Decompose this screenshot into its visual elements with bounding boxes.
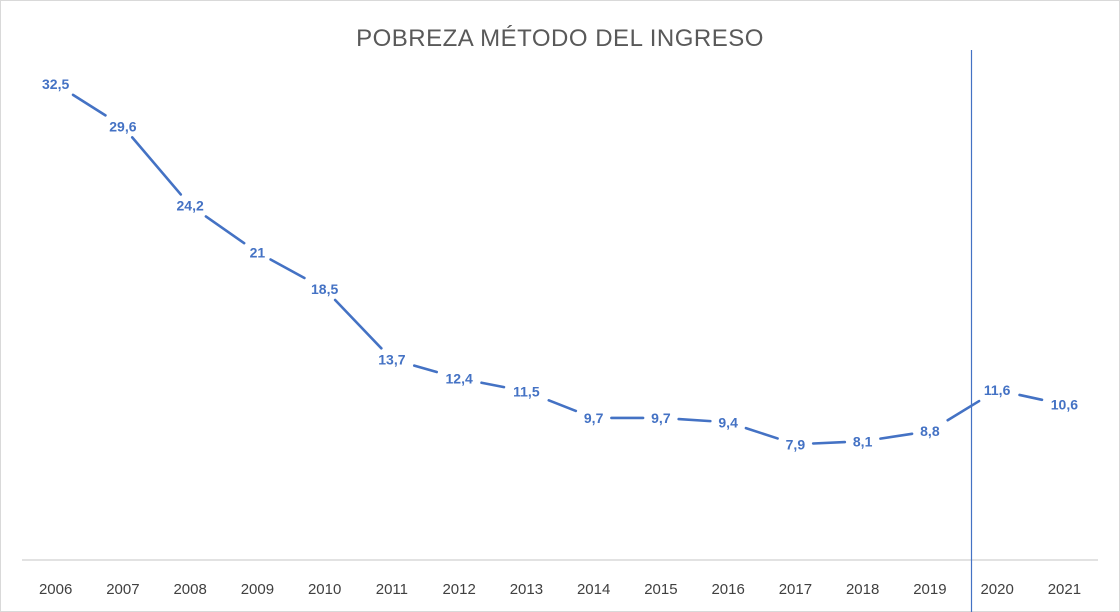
data-label-2007: 29,6	[109, 118, 136, 134]
data-label-2011: 13,7	[378, 351, 405, 367]
series-segment-2010-2011	[333, 298, 383, 350]
series-segment-2011-2012	[412, 364, 439, 374]
data-label-2017: 7,9	[786, 436, 806, 452]
x-tick-label-2020: 2020	[980, 581, 1013, 598]
x-tick-label-2021: 2021	[1048, 581, 1081, 598]
series-segment-2020-2021	[1018, 393, 1044, 402]
series-segment-2012-2013	[480, 381, 506, 389]
x-tick-label-2006: 2006	[39, 581, 72, 598]
x-tick-label-2010: 2010	[308, 581, 341, 598]
series-segment-2009-2010	[269, 258, 306, 280]
data-label-2008: 24,2	[177, 197, 204, 213]
x-tick-label-2013: 2013	[510, 581, 543, 598]
x-tick-label-2019: 2019	[913, 581, 946, 598]
series-segment-2007-2008	[130, 136, 183, 196]
data-label-2015: 9,7	[651, 410, 671, 426]
series-segment-2006-2007	[71, 93, 107, 117]
x-tick-label-2012: 2012	[442, 581, 475, 598]
x-tick-label-2007: 2007	[106, 581, 139, 598]
data-label-2006: 32,5	[42, 76, 69, 92]
series-segment-2008-2009	[204, 215, 246, 245]
data-label-2018: 8,1	[853, 433, 873, 449]
data-label-2021: 10,6	[1051, 397, 1078, 413]
chart-title: POBREZA MÉTODO DEL INGRESO	[356, 25, 764, 52]
data-label-2012: 12,4	[446, 370, 473, 386]
series-segment-2016-2017	[744, 426, 779, 440]
data-label-2016: 9,4	[718, 414, 738, 430]
x-tick-label-2008: 2008	[173, 581, 206, 598]
x-tick-label-2014: 2014	[577, 581, 610, 598]
series-segment-2018-2019	[879, 432, 914, 440]
series-segment-2019-2020	[946, 399, 981, 422]
data-label-2013: 11,5	[513, 384, 540, 400]
series-segment-2013-2014	[547, 399, 578, 413]
x-axis-tick-labels: 2006 2007 2008 2009 2010 2011 2012 2013 2014 2015…	[39, 581, 1081, 598]
data-label-group: 32,5 29,6 24,2 21 18,5 13,7 12,4 11,5 9,7 9,7 9,4 7…	[42, 76, 1078, 452]
data-label-2019: 8,8	[920, 423, 940, 439]
data-label-2009: 21	[250, 244, 266, 260]
x-tick-label-2011: 2011	[376, 581, 408, 598]
data-label-2020: 11,6	[984, 382, 1011, 398]
series-line-group	[71, 93, 1044, 445]
x-tick-label-2009: 2009	[241, 581, 274, 598]
x-tick-label-2018: 2018	[846, 581, 879, 598]
x-tick-label-2017: 2017	[779, 581, 812, 598]
data-label-2010: 18,5	[311, 281, 338, 297]
series-segment-2015-2016	[677, 417, 712, 423]
x-tick-label-2016: 2016	[711, 581, 744, 598]
series-segment-2017-2018	[811, 440, 847, 445]
x-tick-label-2015: 2015	[644, 581, 677, 598]
data-label-2014: 9,7	[584, 410, 604, 426]
